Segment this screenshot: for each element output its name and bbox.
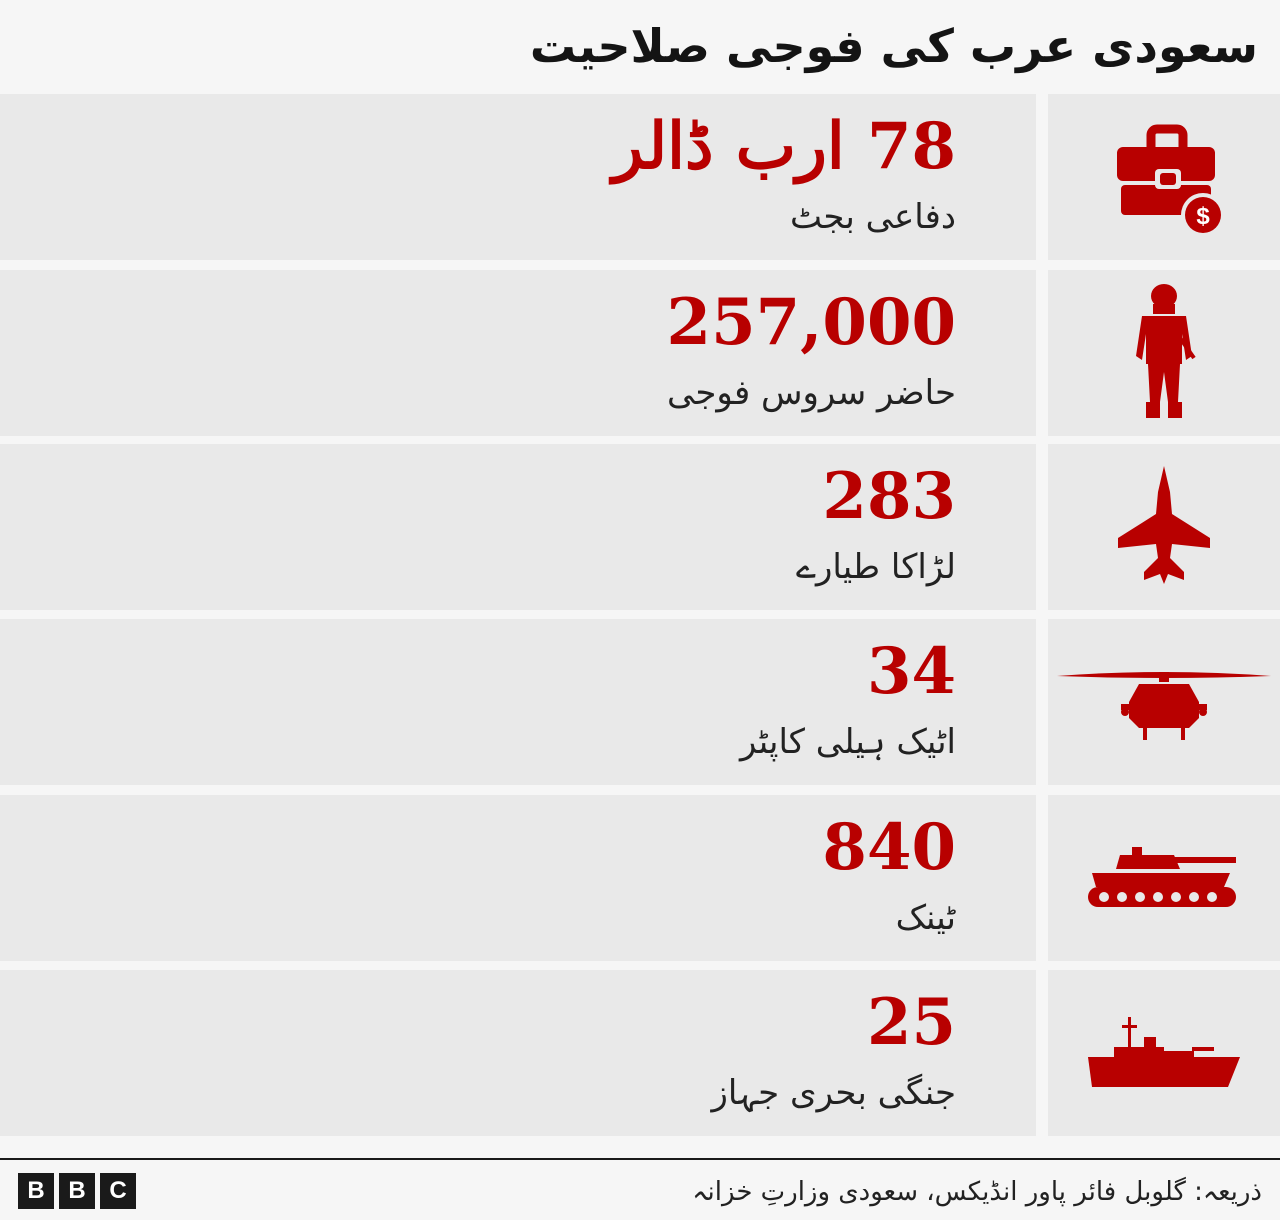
chart-title: سعودی عرب کی فوجی صلاحیت: [529, 19, 1258, 73]
stat-label: ٹینک: [895, 898, 956, 938]
stat-text-cell: 840 ٹینک: [0, 795, 1036, 961]
stat-value: 34: [866, 634, 956, 709]
budget-briefcase-icon: $: [1048, 94, 1280, 260]
helicopter-icon: [1048, 619, 1280, 785]
tank-icon: [1048, 795, 1280, 961]
stat-value: 257,000: [666, 285, 956, 360]
soldier-icon: [1048, 270, 1280, 436]
stat-value: 25: [866, 985, 956, 1060]
stat-text-cell: 257,000 حاضر سروس فوجی: [0, 270, 1036, 436]
stat-label: جنگی بحری جہاز: [711, 1073, 956, 1113]
stat-row-helicopters: 34 اٹیک ہیلی کاپٹر: [0, 619, 1280, 785]
bbc-logo: B B C: [18, 1173, 136, 1209]
stat-text-cell: 78 ارب ڈالر دفاعی بجٹ: [0, 94, 1036, 260]
stat-row-soldiers: 257,000 حاضر سروس فوجی: [0, 270, 1280, 436]
stat-value: 840: [822, 810, 956, 885]
stat-row-tanks: 840 ٹینک: [0, 795, 1280, 961]
bbc-logo-letter: B: [18, 1173, 54, 1209]
source-note: ذریعہ: گلوبل فائر پاور انڈیکس، سعودی وزا…: [692, 1177, 1262, 1207]
stat-label: حاضر سروس فوجی: [667, 373, 956, 413]
stat-label: دفاعی بجٹ: [790, 197, 956, 237]
stat-row-budget: 78 ارب ڈالر دفاعی بجٹ $: [0, 94, 1280, 260]
stat-text-cell: 25 جنگی بحری جہاز: [0, 970, 1036, 1136]
stat-label: اٹیک ہیلی کاپٹر: [739, 722, 956, 762]
stat-text-cell: 34 اٹیک ہیلی کاپٹر: [0, 619, 1036, 785]
footer-divider: [0, 1158, 1280, 1160]
fighter-jet-icon: [1048, 444, 1280, 610]
stat-label: لڑاکا طیارے: [796, 547, 956, 587]
stat-text-cell: 283 لڑاکا طیارے: [0, 444, 1036, 610]
bbc-logo-letter: B: [59, 1173, 95, 1209]
stat-row-fighter-jets: 283 لڑاکا طیارے: [0, 444, 1280, 610]
svg-text:$: $: [1196, 203, 1210, 230]
stat-row-warships: 25 جنگی بحری جہاز: [0, 970, 1280, 1136]
stat-value: 283: [822, 459, 956, 534]
stat-value: 78 ارب ڈالر: [612, 109, 956, 184]
warship-icon: [1048, 970, 1280, 1136]
bbc-logo-letter: C: [100, 1173, 136, 1209]
